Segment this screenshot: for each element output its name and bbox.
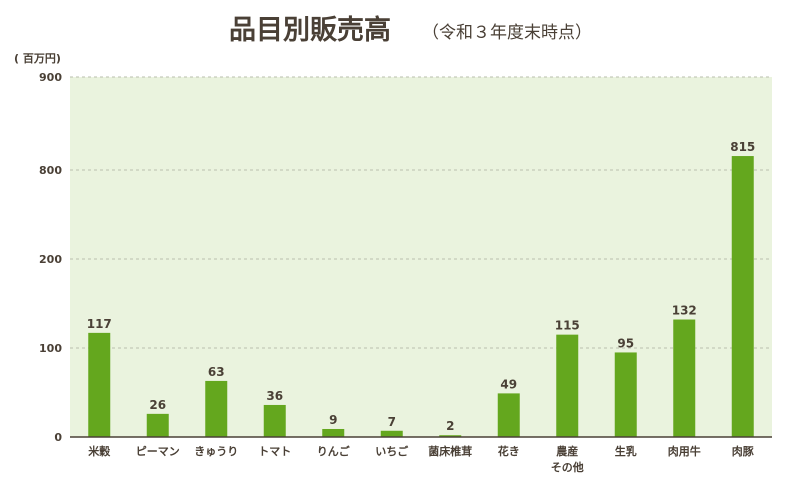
x-tick-label: ピーマン — [136, 445, 180, 458]
x-tick-label: その他 — [551, 460, 584, 474]
y-tick-label: 900 — [39, 71, 62, 84]
chart-title: 品目別販売高 — [229, 14, 391, 46]
bar-value-label: 36 — [266, 389, 283, 403]
bar — [673, 319, 696, 437]
x-tick-label: 花き — [498, 444, 520, 458]
x-tick-label: りんご — [317, 444, 351, 458]
y-axis-unit-label: ( 百万円) — [14, 52, 61, 65]
x-tick-label: 生乳 — [615, 444, 637, 458]
chart-subtitle: （令和３年度末時点） — [422, 23, 592, 43]
bar — [380, 430, 403, 437]
bar — [88, 332, 111, 437]
x-tick-label: 農産 — [556, 444, 578, 458]
x-tick-label: きゅうり — [194, 445, 238, 458]
bar — [205, 380, 228, 437]
bar-value-label: 95 — [617, 336, 634, 350]
x-tick-label: 肉豚 — [732, 444, 755, 458]
bars — [88, 156, 754, 438]
data-labels: 117 26 63 36 9 7 2 49 115 95 132 815 — [87, 140, 756, 433]
bar-value-label: 115 — [555, 319, 580, 333]
gridlines — [70, 76, 772, 349]
y-tick-label: 100 — [39, 342, 62, 355]
bar — [731, 156, 754, 438]
y-tick-label: 0 — [54, 431, 62, 444]
x-tick-label: 菌床椎茸 — [428, 444, 472, 458]
bar-value-label: 26 — [149, 398, 166, 412]
y-tick-label: 800 — [39, 164, 62, 177]
bar-value-label: 2 — [446, 419, 454, 433]
bar-value-label: 9 — [329, 413, 337, 427]
bar-value-label: 132 — [672, 304, 697, 318]
bar-value-label: 815 — [730, 140, 755, 154]
x-tick-label: 肉用牛 — [668, 444, 701, 458]
bar — [556, 334, 579, 437]
bar — [322, 428, 345, 437]
bar — [146, 413, 169, 437]
x-tick-label: 米穀 — [87, 444, 111, 458]
y-axis-ticks: 0 100 200 800 900 — [39, 71, 62, 444]
x-tick-label: いちご — [375, 444, 409, 458]
y-tick-label: 200 — [39, 253, 62, 266]
bar — [439, 435, 462, 437]
bar — [614, 352, 637, 437]
bar-value-label: 7 — [388, 415, 396, 429]
bar-value-label: 117 — [87, 317, 112, 331]
plot-area — [70, 77, 772, 437]
bar — [263, 404, 286, 437]
x-tick-label: トマト — [258, 445, 291, 458]
bar-value-label: 63 — [208, 365, 225, 379]
bar-value-label: 49 — [500, 377, 517, 391]
bar — [497, 393, 520, 437]
